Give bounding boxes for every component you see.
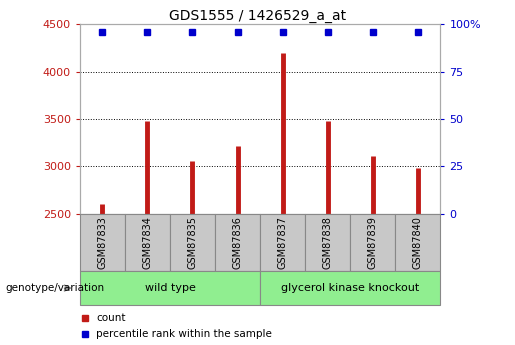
Text: GSM87834: GSM87834 [143, 216, 152, 269]
Bar [80, 214, 125, 271]
Bar [170, 214, 215, 271]
Text: GDS1555 / 1426529_a_at: GDS1555 / 1426529_a_at [169, 9, 346, 23]
Text: percentile rank within the sample: percentile rank within the sample [96, 329, 272, 339]
Text: genotype/variation: genotype/variation [5, 283, 104, 293]
Text: GSM87833: GSM87833 [97, 216, 107, 269]
Bar [215, 214, 260, 271]
Text: GSM87837: GSM87837 [278, 216, 287, 269]
Bar [305, 214, 350, 271]
Text: GSM87836: GSM87836 [233, 216, 243, 269]
Bar [125, 214, 170, 271]
Text: count: count [96, 313, 126, 323]
Text: GSM87839: GSM87839 [368, 216, 377, 269]
Bar [260, 271, 440, 305]
Text: wild type: wild type [145, 283, 195, 293]
Text: GSM87840: GSM87840 [413, 216, 423, 269]
Bar [396, 214, 440, 271]
Bar [350, 214, 396, 271]
Bar [260, 214, 305, 271]
Text: GSM87838: GSM87838 [323, 216, 333, 269]
Bar [80, 271, 260, 305]
Text: glycerol kinase knockout: glycerol kinase knockout [281, 283, 419, 293]
Text: GSM87835: GSM87835 [187, 216, 197, 269]
